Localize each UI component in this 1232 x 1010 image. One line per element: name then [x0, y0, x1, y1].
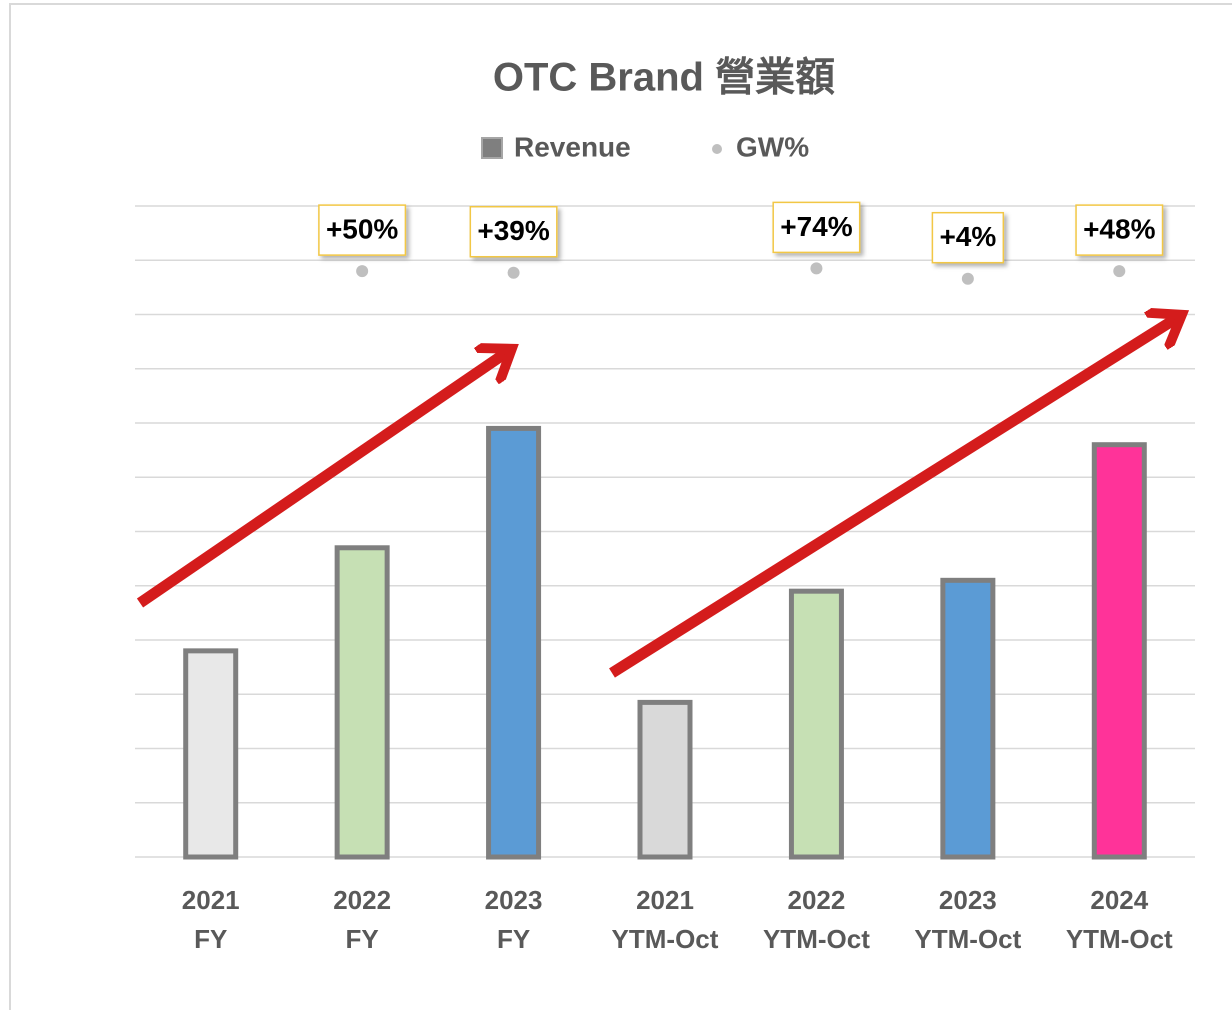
x-tick-label: YTM-Oct — [914, 924, 1021, 954]
legend: Revenue GW% — [481, 131, 809, 162]
data-label: +39% — [477, 215, 549, 246]
labels: +50% +39% +74% +4% +48% — [318, 201, 1164, 264]
legend-label: Revenue — [514, 131, 631, 162]
x-tick-label: 2023 — [485, 885, 543, 915]
bar — [940, 577, 996, 860]
x-tick-label: 2024 — [1090, 885, 1148, 915]
x-tick-label: YTM-Oct — [763, 924, 870, 954]
trend-arrow — [136, 350, 510, 608]
bar — [788, 588, 844, 860]
x-tick-label: 2021 — [182, 885, 240, 915]
x-tick-label: 2021 — [636, 885, 694, 915]
legend-swatch — [481, 137, 503, 159]
x-tick-label: FY — [497, 924, 530, 954]
data-label: +4% — [939, 221, 996, 252]
data-label-box — [772, 201, 861, 254]
data-label-box — [931, 211, 1005, 264]
data-label-box — [1075, 204, 1164, 256]
marks — [183, 262, 1147, 860]
data-label: +50% — [326, 213, 398, 244]
legend-swatch — [712, 144, 722, 154]
x-tick-label: YTM-Oct — [1066, 924, 1173, 954]
bar — [486, 425, 542, 860]
x-tick-label: 2022 — [788, 885, 846, 915]
x-tick-label: YTM-Oct — [612, 924, 719, 954]
data-label-box — [469, 205, 558, 258]
trend-arrow — [609, 316, 1180, 678]
data-label-box — [318, 204, 407, 256]
bar — [637, 699, 693, 860]
x-tick-label: FY — [346, 924, 379, 954]
x-tick-label: 2022 — [333, 885, 391, 915]
data-label: +48% — [1083, 213, 1155, 244]
bar — [183, 648, 239, 860]
gw-point — [810, 262, 823, 275]
data-label: +74% — [780, 211, 852, 242]
gw-point — [1113, 265, 1126, 278]
bar — [1091, 442, 1147, 860]
legend-label: GW% — [736, 131, 809, 162]
gw-point — [507, 266, 520, 279]
x-tick-label: FY — [194, 924, 227, 954]
gw-point — [356, 265, 369, 278]
x-tick-label: 2023 — [939, 885, 997, 915]
gw-point — [961, 272, 974, 285]
chart-title: OTC Brand 營業額 — [493, 56, 835, 100]
bar — [334, 545, 390, 860]
